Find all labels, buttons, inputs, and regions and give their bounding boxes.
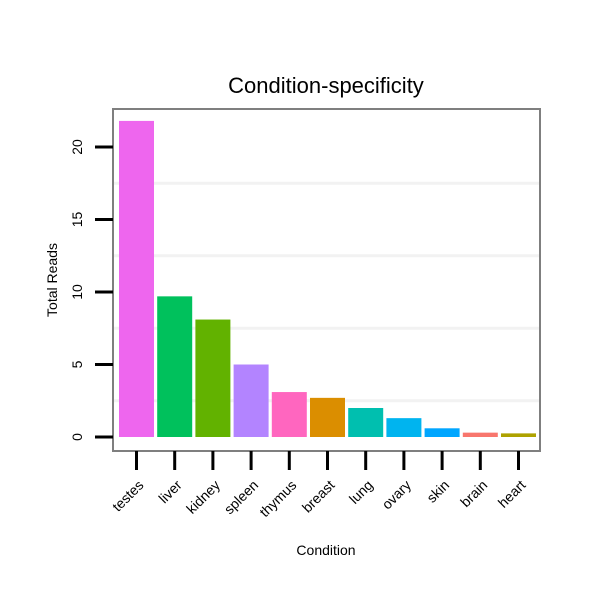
bars: [119, 120, 536, 438]
y-tick-label: 0: [69, 433, 85, 441]
x-axis-label: Condition: [296, 542, 355, 558]
bar-testes: [119, 120, 154, 438]
bar-lung: [348, 408, 384, 437]
chart-title: Condition-specificity: [228, 73, 424, 98]
bar-heart: [501, 433, 536, 437]
bar-spleen: [233, 364, 269, 437]
bar-breast: [310, 397, 345, 437]
bar-thymus: [271, 392, 307, 437]
bar-brain: [462, 432, 498, 437]
bar-skin: [424, 428, 460, 437]
y-tick-label: 15: [69, 212, 85, 228]
y-axis-label: Total Reads: [44, 243, 60, 317]
y-tick-label: 10: [69, 284, 85, 300]
bar-ovary: [386, 418, 422, 437]
y-axis: 0 5 10 15 20: [69, 139, 113, 441]
bar-kidney: [195, 319, 231, 437]
bar-liver: [157, 296, 193, 437]
y-tick-label: 20: [69, 139, 85, 155]
y-tick-label: 5: [69, 360, 85, 368]
